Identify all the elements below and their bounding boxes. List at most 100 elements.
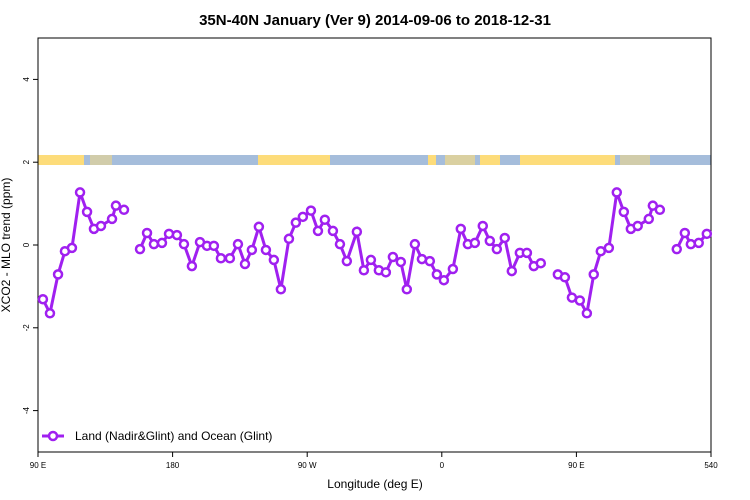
x-axis-label: Longitude (deg E) <box>327 477 422 491</box>
land-band <box>445 155 475 165</box>
data-point <box>469 237 481 249</box>
land-band <box>258 155 330 165</box>
data-point <box>290 217 302 228</box>
data-point <box>574 295 586 306</box>
data-point <box>595 245 607 257</box>
data-point <box>66 242 78 254</box>
land-band <box>620 155 650 165</box>
data-point <box>632 220 643 232</box>
data-point <box>701 228 713 240</box>
data-point <box>106 213 118 225</box>
data-point <box>618 206 630 218</box>
data-point <box>654 204 666 216</box>
data-point <box>148 238 160 250</box>
data-point <box>44 308 56 319</box>
data-point <box>178 238 190 250</box>
data-point <box>186 260 198 272</box>
data-point <box>603 242 615 254</box>
data-point <box>535 257 547 269</box>
data-point <box>358 265 370 276</box>
data-point <box>431 269 443 280</box>
legend-marker <box>47 430 59 442</box>
data-point <box>341 255 353 267</box>
y-tick-label: 2 <box>22 159 31 164</box>
y-tick-label: -4 <box>22 406 31 414</box>
data-point <box>559 272 571 283</box>
land-band <box>38 155 84 165</box>
data-point <box>365 254 377 266</box>
data-point <box>351 226 363 238</box>
data-point <box>239 258 251 270</box>
land-band <box>90 155 112 165</box>
data-point <box>283 233 295 245</box>
data-point <box>134 243 146 255</box>
chart-title: 35N-40N January (Ver 9) 2014-09-06 to 20… <box>199 12 551 29</box>
data-point <box>95 220 107 232</box>
data-point <box>74 187 86 198</box>
x-tick-label: 90 W <box>298 461 317 470</box>
data-point <box>387 251 399 263</box>
data-point <box>380 267 392 278</box>
data-point <box>171 229 183 241</box>
data-point <box>37 293 49 305</box>
data-point <box>334 238 346 250</box>
x-tick-label: 0 <box>440 461 445 470</box>
data-point <box>679 227 691 239</box>
y-tick-label: 0 <box>22 242 31 247</box>
data-point <box>110 200 122 211</box>
data-point <box>305 205 317 216</box>
data-point <box>246 244 258 256</box>
data-point <box>424 255 436 267</box>
ocean-band <box>38 155 711 165</box>
data-point <box>319 214 331 225</box>
x-tick-label: 540 <box>704 461 718 470</box>
data-point <box>409 238 421 250</box>
data-point <box>297 211 309 223</box>
data-point <box>611 187 623 198</box>
land-band <box>520 155 615 165</box>
data-point <box>455 223 467 235</box>
x-tick-label: 90 E <box>568 461 584 470</box>
data-point <box>52 269 64 280</box>
data-point <box>491 243 503 255</box>
data-point <box>81 206 93 218</box>
data-point <box>208 240 220 252</box>
data-point <box>499 232 511 244</box>
y-axis-label: XCO2 - MLO trend (ppm) <box>0 178 13 313</box>
data-point <box>312 225 324 237</box>
x-tick-label: 90 E <box>30 461 46 470</box>
data-point <box>224 252 236 264</box>
data-point <box>581 308 593 319</box>
data-point <box>395 256 407 268</box>
data-point <box>438 274 450 286</box>
data-point <box>447 263 459 275</box>
y-tick-label: -2 <box>22 324 31 332</box>
data-point <box>327 225 339 237</box>
data-point <box>268 254 280 266</box>
data-point <box>671 243 683 255</box>
data-point <box>163 228 175 240</box>
data-point <box>588 269 599 280</box>
data-point <box>643 213 655 225</box>
data-point <box>477 220 489 232</box>
data-point <box>693 237 704 249</box>
y-tick-label: 4 <box>22 77 31 82</box>
land-band <box>428 155 436 165</box>
data-point <box>521 247 533 259</box>
data-point <box>484 235 496 247</box>
data-point <box>118 204 130 216</box>
x-tick-label: 180 <box>166 461 180 470</box>
data-point <box>260 244 272 256</box>
legend-label: Land (Nadir&Glint) and Ocean (Glint) <box>75 429 272 443</box>
data-point <box>685 238 697 250</box>
data-point <box>156 237 168 249</box>
land-ocean-strip <box>38 155 711 165</box>
data-point <box>215 252 227 264</box>
data-point <box>253 221 265 233</box>
data-point <box>141 227 153 239</box>
data-point <box>506 265 518 277</box>
data-point <box>401 284 413 295</box>
land-band <box>480 155 500 165</box>
data-point <box>275 284 287 295</box>
